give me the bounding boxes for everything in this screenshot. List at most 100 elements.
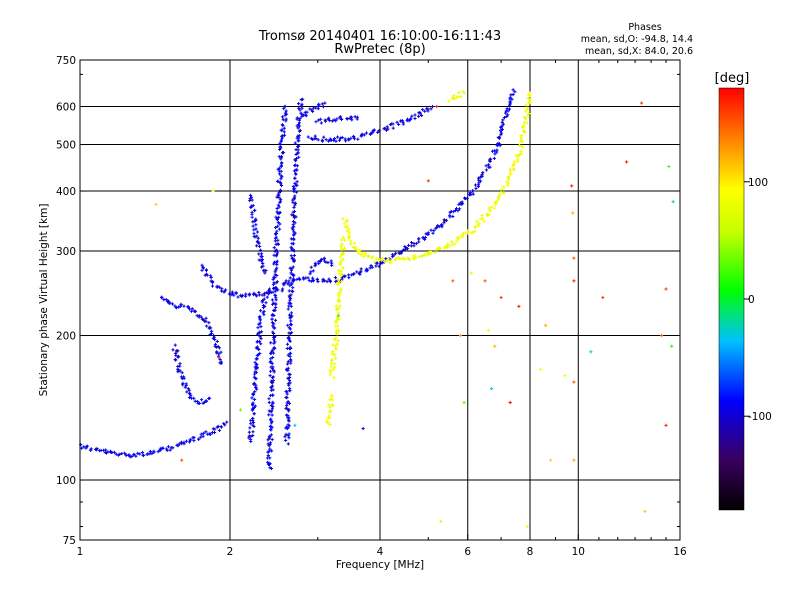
echo-point [395,120,399,124]
echo-point [171,446,175,450]
echo-point [353,115,357,119]
echo-point [338,261,342,265]
echo-point [512,162,516,166]
echo-point [401,122,405,126]
echo-point [186,305,190,309]
echo-point [176,370,180,374]
echo-point [275,206,279,211]
echo-point [251,416,255,421]
echo-point [505,180,509,184]
echo-point [341,217,345,221]
echo-point [292,230,296,234]
echo-point [316,279,320,284]
echo-point [340,135,344,140]
echo-point [267,413,271,417]
echo-point [286,335,291,339]
echo-point [269,427,273,432]
echo-point [394,251,398,255]
echo-point [457,207,462,211]
echo-point [200,268,204,272]
echo-point [330,393,334,398]
echo-point [269,424,273,429]
echo-point [291,279,295,283]
scatter-point [238,408,243,412]
echo-point [130,454,134,459]
echo-point [269,357,273,361]
echo-point [350,118,354,122]
echo-point [350,273,354,277]
echo-point [498,192,502,196]
echo-point [294,190,299,194]
echo-point [311,269,315,273]
echo-point [273,318,278,322]
echo-point [488,157,493,161]
echo-point [270,409,274,413]
echo-point [187,307,192,311]
echo-point [259,337,263,341]
echo-point [514,153,518,158]
echo-point [253,365,257,369]
echo-point [248,199,252,203]
scatter-point [462,400,466,405]
echo-point [174,358,178,362]
echo-point [277,155,281,159]
echo-point [397,122,401,127]
echo-point [271,330,275,334]
echo-point [255,353,259,357]
echo-point [271,324,275,328]
echo-point [290,213,294,217]
echo-point [328,409,332,413]
echo-point [369,263,373,268]
echo-point [396,256,400,260]
echo-point [356,137,360,141]
echo-point [377,129,381,133]
echo-point [302,277,306,281]
echo-point [217,428,222,432]
echo-point [222,290,226,294]
echo-point [251,203,255,208]
echo-point [284,109,288,113]
echo-point [331,343,335,347]
echo-point [168,301,172,305]
echo-point [525,121,529,125]
echo-point [138,452,142,456]
echo-point [140,450,145,455]
echo-point [261,303,266,308]
echo-point [347,276,351,280]
echo-point [200,263,204,267]
echo-point [316,138,320,142]
echo-point [346,229,350,233]
echo-point [247,430,251,434]
echo-point [508,96,512,100]
echo-point [287,281,291,285]
echo-point [271,355,275,360]
echo-point [270,384,275,388]
scatter-point [439,519,443,523]
echo-point [286,307,290,311]
echo-point [278,142,282,146]
echo-point [270,317,274,321]
echo-point [376,257,380,261]
echo-point [390,253,395,257]
echo-point [336,328,340,332]
echo-point [410,114,414,118]
echo-point [297,102,301,106]
echo-point [317,102,321,106]
echo-point [520,134,524,138]
x-tick-label: 2 [227,546,234,558]
echo-point [484,164,488,168]
echo-point [366,255,370,259]
echo-point [330,263,334,267]
echo-point [291,210,295,214]
echo-point [258,351,262,356]
echo-point [334,139,338,143]
echo-point [178,364,182,368]
echo-point [284,413,289,417]
colorbar-tick-label: 0 [748,294,755,306]
echo-point [339,238,343,242]
echo-point [197,437,201,441]
echo-point [334,119,338,123]
echo-point [272,262,276,266]
echo-point [331,349,335,354]
echo-point [207,321,211,325]
